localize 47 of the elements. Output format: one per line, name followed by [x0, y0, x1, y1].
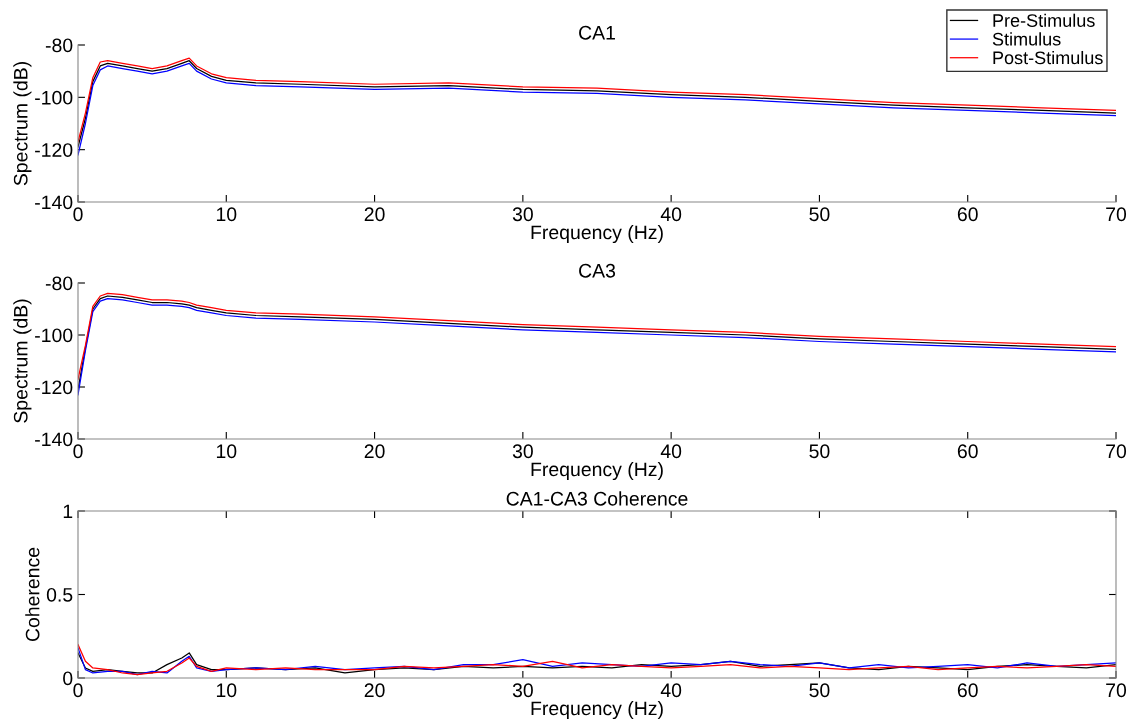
- x-tick-label: 50: [809, 683, 830, 698]
- x-tick-label: 50: [809, 207, 830, 222]
- x-tick-label: 30: [512, 444, 533, 459]
- y-tick-label: 0: [63, 671, 73, 686]
- x-tick-label: 30: [512, 207, 533, 222]
- y-tick-label: -80: [45, 276, 73, 291]
- y-tick-label: -100: [35, 328, 73, 343]
- legend-label: Post-Stimulus: [993, 50, 1103, 65]
- x-tick-label: 70: [1106, 444, 1127, 459]
- x-tick-label: 20: [364, 444, 385, 459]
- y-tick-label: 1: [63, 504, 73, 519]
- x-tick-label: 0: [73, 683, 83, 698]
- x-tick-label: 40: [660, 683, 682, 698]
- x-tick-label: 60: [957, 683, 978, 698]
- chart-title: CA3: [579, 263, 616, 278]
- x-tick-label: 40: [660, 444, 682, 459]
- y-tick-label: -140: [35, 195, 73, 210]
- y-tick-label: -80: [45, 38, 73, 53]
- y-tick-label: -100: [35, 90, 73, 105]
- x-axis-title: Frequency (Hz): [531, 461, 663, 481]
- x-tick-label: 20: [364, 683, 385, 698]
- y-axis-title: Coherence: [25, 547, 40, 642]
- x-tick-label: 50: [809, 444, 830, 459]
- legend-label: Pre-Stimulus: [993, 13, 1095, 27]
- x-tick-label: 60: [957, 444, 978, 459]
- x-tick-label: 70: [1106, 207, 1127, 222]
- chart-title: CA1: [579, 25, 615, 40]
- y-tick-label: -120: [35, 380, 73, 395]
- legend-label: Stimulus: [992, 32, 1061, 46]
- x-tick-label: 0: [73, 207, 83, 222]
- x-tick-label: 10: [216, 207, 237, 222]
- x-tick-label: 20: [364, 207, 385, 222]
- x-tick-label: 10: [216, 683, 237, 698]
- y-axis-title: Spectrum (dB): [13, 299, 32, 423]
- x-tick-label: 30: [512, 683, 533, 698]
- x-tick-label: 0: [73, 444, 83, 459]
- x-axis-title: Frequency (Hz): [531, 700, 663, 720]
- x-tick-label: 40: [660, 207, 682, 222]
- y-tick-label: -140: [35, 432, 73, 447]
- x-tick-label: 10: [216, 444, 237, 459]
- y-tick-label: -120: [35, 143, 73, 157]
- y-axis-title: Spectrum (dB): [13, 62, 32, 186]
- x-tick-label: 60: [957, 207, 978, 222]
- chart-title: CA1-CA3 Coherence: [506, 491, 688, 506]
- x-tick-label: 70: [1106, 683, 1127, 698]
- y-tick-label: 0.5: [46, 587, 73, 602]
- x-axis-title: Frequency (Hz): [531, 224, 663, 244]
